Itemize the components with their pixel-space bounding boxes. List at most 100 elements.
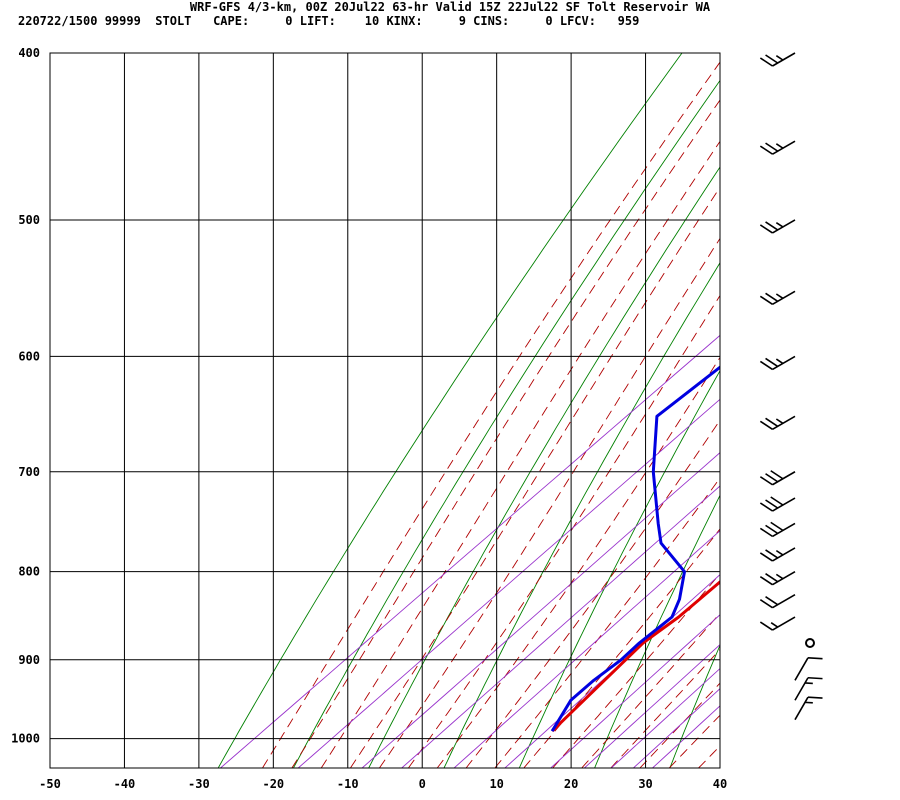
dry-adiabat xyxy=(745,53,900,768)
wind-barb xyxy=(759,355,796,371)
barb-flag xyxy=(770,496,784,506)
moist-adiabat xyxy=(291,99,720,768)
barb-staff xyxy=(772,355,796,371)
barb-flag xyxy=(765,357,779,368)
dry-adiabat xyxy=(669,644,720,768)
moist-adiabat xyxy=(610,648,720,768)
barb-flag xyxy=(765,524,779,535)
barb-half-flag xyxy=(775,293,784,299)
barb-flag xyxy=(759,476,773,486)
dry-adiabat xyxy=(443,261,720,768)
barb-staff xyxy=(772,497,796,512)
dry-adiabat xyxy=(820,53,900,768)
barb-staff xyxy=(772,290,796,305)
y-tick-label: 900 xyxy=(18,653,40,667)
x-tick-label: -40 xyxy=(114,777,136,791)
dry-adiabat xyxy=(518,369,720,768)
x-tick-label: -10 xyxy=(337,777,359,791)
x-tick-label: 0 xyxy=(419,777,426,791)
barb-flag xyxy=(759,552,773,562)
moist-adiabat xyxy=(465,419,720,768)
dry-adiabat xyxy=(594,494,720,768)
mixing-ratio-line xyxy=(297,398,720,768)
barb-flag xyxy=(759,360,773,371)
mixing-ratio-line xyxy=(453,530,720,768)
wind-barbs xyxy=(759,52,823,721)
mixing-ratio-line xyxy=(361,452,720,768)
barb-flag xyxy=(759,621,773,631)
x-tick-label: -50 xyxy=(39,777,61,791)
chart-title: WRF-GFS 4/3-km, 00Z 20Jul22 63-hr Valid … xyxy=(189,0,711,14)
x-tick-label: 30 xyxy=(638,777,652,791)
barb-staff xyxy=(772,415,796,430)
mixing-ratio-line xyxy=(220,334,720,768)
mixing-ratio-line xyxy=(652,705,720,768)
moist-adiabat xyxy=(350,186,720,768)
barb-half-flag xyxy=(775,358,784,365)
moist-adiabat xyxy=(408,294,720,768)
wind-barb xyxy=(759,52,796,67)
barb-half-flag xyxy=(775,549,784,556)
wind-barb xyxy=(759,290,796,305)
barb-flag xyxy=(759,295,773,305)
dewpoint-line xyxy=(550,365,720,732)
barb-staff xyxy=(772,570,796,586)
barb-staff xyxy=(772,140,796,155)
barb-flag xyxy=(770,521,784,532)
x-tick-label: 20 xyxy=(564,777,578,791)
mixing-ratio-line xyxy=(633,688,720,768)
barb-staff xyxy=(794,677,809,701)
wind-barb xyxy=(794,656,823,681)
barb-half-flag xyxy=(775,573,784,580)
barb-flag xyxy=(759,527,773,538)
moist-adiabat xyxy=(494,477,720,768)
barb-half-flag xyxy=(775,418,784,424)
profiles xyxy=(550,365,720,733)
moist-adiabat xyxy=(668,714,720,768)
y-axis: 400 500 600 700 800 900 1000 xyxy=(11,46,40,746)
barb-staff xyxy=(772,219,796,234)
dry-adiabat xyxy=(368,166,720,768)
y-tick-label: 800 xyxy=(18,565,40,579)
x-tick-label: 10 xyxy=(489,777,503,791)
dry-adiabat xyxy=(896,53,900,768)
barb-staff xyxy=(772,471,796,486)
dry-adiabat xyxy=(293,79,720,768)
barb-flag xyxy=(765,221,779,231)
barb-flag xyxy=(765,292,779,302)
wind-barb xyxy=(759,594,796,609)
wind-barb xyxy=(759,521,796,538)
barb-flag xyxy=(759,502,773,512)
y-tick-label: 500 xyxy=(18,213,40,227)
barb-flag xyxy=(765,596,779,606)
barb-half-flag xyxy=(770,622,779,628)
barb-staff xyxy=(772,522,796,538)
barb-flag xyxy=(765,473,779,483)
barb-flag xyxy=(759,224,773,234)
mixing-ratio-line xyxy=(504,574,720,768)
moist-adiabat xyxy=(379,237,720,768)
y-tick-label: 1000 xyxy=(11,732,40,746)
mixing-ratio-line xyxy=(550,614,720,768)
x-tick-label: -30 xyxy=(188,777,210,791)
barb-half-flag xyxy=(775,221,784,228)
moist-adiabat xyxy=(436,356,720,768)
barb-flag xyxy=(807,676,823,680)
barb-flag xyxy=(770,470,784,480)
barb-flag xyxy=(759,420,773,430)
x-tick-label: -20 xyxy=(262,777,284,791)
x-axis: -50 -40 -30 -20 -10 0 10 20 30 40 xyxy=(39,777,727,791)
y-tick-label: 700 xyxy=(18,465,40,479)
mixing-ratio-line xyxy=(610,667,720,768)
wind-barb xyxy=(794,676,823,701)
wind-barb xyxy=(759,570,796,586)
wind-barb xyxy=(759,616,796,631)
barb-flag xyxy=(807,696,823,699)
moist-adiabat xyxy=(320,140,720,768)
barb-flag xyxy=(759,575,773,586)
barb-flag xyxy=(765,417,779,427)
sounding-indices: 220722/1500 99999 STOLT CAPE: 0 LIFT: 10… xyxy=(18,14,640,28)
moist-adiabat xyxy=(581,612,720,768)
barb-staff xyxy=(772,547,796,562)
